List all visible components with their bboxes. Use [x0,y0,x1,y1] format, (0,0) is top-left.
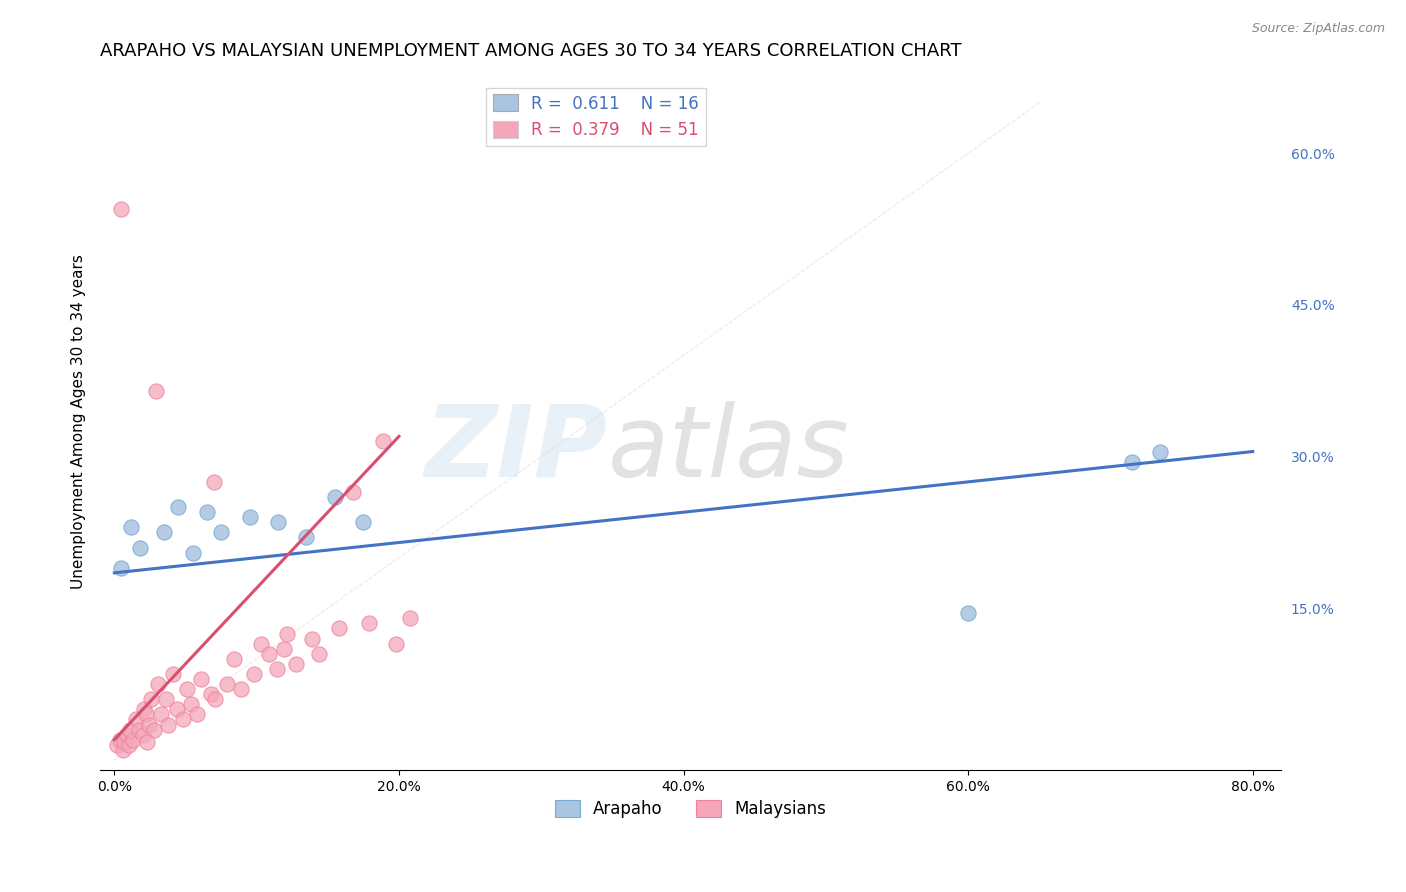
Point [1149,444,1171,458]
Point [155,692,177,706]
Point [267,516,290,530]
Point [215,677,238,691]
Point [153,525,176,540]
Point [125,713,148,727]
Text: Source: ZipAtlas.com: Source: ZipAtlas.com [1251,22,1385,36]
Point [110,561,132,575]
Text: ZIP: ZIP [425,401,607,498]
Point [115,728,138,742]
Point [111,743,134,757]
Point [172,713,194,727]
Point [128,723,150,737]
Point [129,541,152,555]
Point [323,490,346,504]
Point [108,732,131,747]
Point [118,723,141,737]
Point [195,505,218,519]
Text: ARAPAHO VS MALAYSIAN UNEMPLOYMENT AMONG AGES 30 TO 34 YEARS CORRELATION CHART: ARAPAHO VS MALAYSIAN UNEMPLOYMENT AMONG … [100,42,962,60]
Point [209,525,232,540]
Point [238,510,260,524]
Point [957,607,980,621]
Point [148,677,170,691]
Point [120,520,142,534]
Point [110,202,132,216]
Point [285,657,308,671]
Point [112,734,135,748]
Point [266,662,288,676]
Point [138,717,160,731]
Point [150,707,173,722]
Point [121,732,143,747]
Point [385,637,408,651]
Point [308,647,330,661]
Point [229,682,252,697]
Point [190,672,212,686]
Point [176,682,198,697]
Point [105,738,128,752]
Point [301,632,323,646]
Legend: Arapaho, Malaysians: Arapaho, Malaysians [548,793,834,824]
Point [222,652,245,666]
Point [181,546,204,560]
Point [399,611,422,625]
Point [1121,455,1143,469]
Text: atlas: atlas [607,401,849,498]
Point [157,717,180,731]
Point [132,728,155,742]
Point [167,500,190,515]
Point [166,702,188,716]
Point [145,384,167,398]
Point [373,434,395,449]
Point [143,723,166,737]
Point [136,734,159,748]
Point [134,702,156,716]
Point [250,637,273,651]
Point [202,475,225,489]
Point [259,647,281,661]
Point [342,485,364,500]
Point [295,531,318,545]
Point [135,707,157,722]
Point [352,516,374,530]
Point [141,692,163,706]
Point [180,698,202,712]
Point [276,626,298,640]
Point [186,707,208,722]
Point [204,692,226,706]
Point [117,738,139,752]
Y-axis label: Unemployment Among Ages 30 to 34 years: Unemployment Among Ages 30 to 34 years [72,254,86,589]
Point [200,687,222,701]
Point [328,622,350,636]
Point [357,616,380,631]
Point [243,667,266,681]
Point [273,641,295,656]
Point [162,667,184,681]
